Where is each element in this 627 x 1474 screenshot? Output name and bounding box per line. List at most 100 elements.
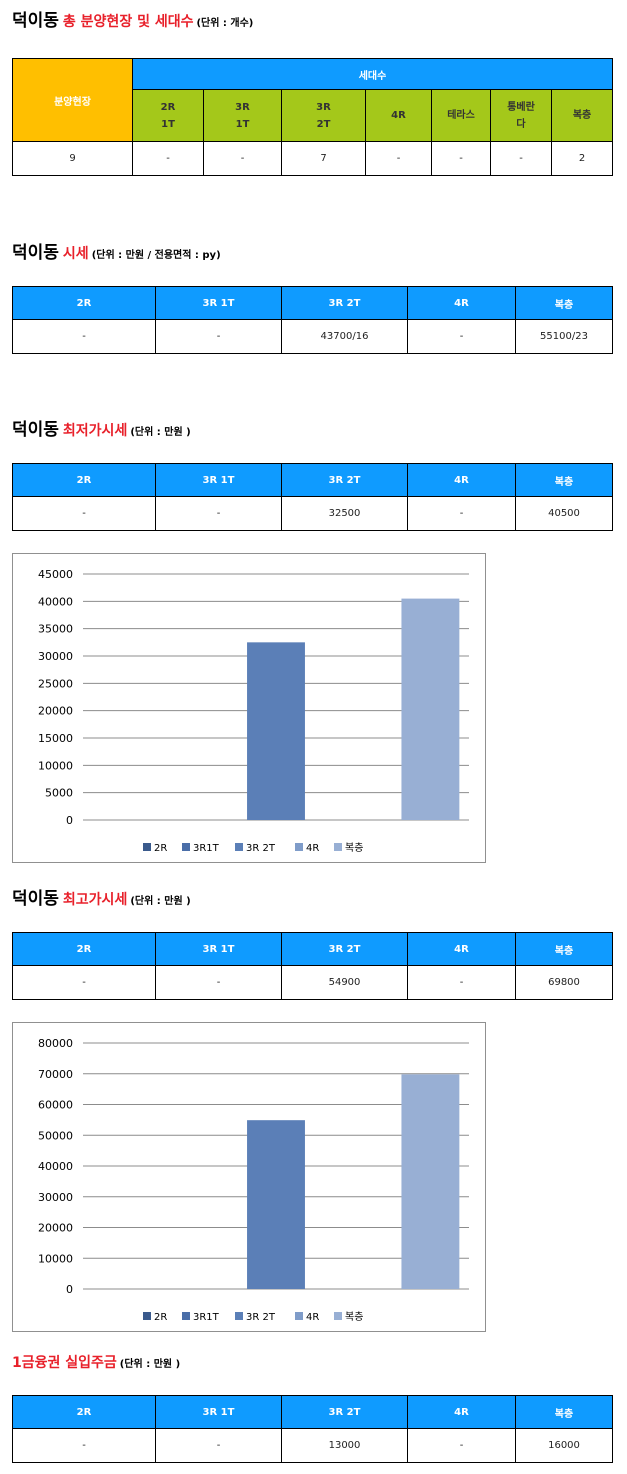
lowest-value-cell: 40500 <box>515 496 613 531</box>
supply-subheader-cell: 테라스 <box>431 89 491 142</box>
legend-swatch <box>295 843 303 851</box>
supply-subheader-line: 4R <box>391 110 406 121</box>
lowest-table: 2R 3R 1T 3R 2T 4R 복층 - -32500-40500 <box>12 463 613 531</box>
supply-subheader-cell: 4R <box>365 89 432 142</box>
legend-label: 2R <box>154 843 167 854</box>
supply-subheader-line: 1T <box>235 118 250 130</box>
supply-value-cell: 7 <box>281 141 366 176</box>
y-tick-label: 25000 <box>38 677 73 690</box>
legend-swatch <box>295 1312 303 1320</box>
market-heading-title: 시세 <box>62 246 89 262</box>
market-value-cell: - <box>155 319 282 354</box>
supply-value-cell: - <box>203 141 282 176</box>
supply-subheader-line: 3R <box>316 101 331 113</box>
bar-3R 2T <box>247 642 305 820</box>
deposit-heading-unit: (단위 : 만원 ) <box>119 1359 181 1370</box>
legend-swatch <box>334 843 342 851</box>
lowest-heading-unit: (단위 : 만원 ) <box>130 427 191 438</box>
highest-header-cell: 4R <box>407 932 516 966</box>
y-tick-label: 10000 <box>38 759 73 772</box>
highest-value-cell: - <box>155 965 282 1000</box>
deposit-header-cell: 복층 <box>515 1395 613 1429</box>
legend-label: 3R1T <box>193 843 220 854</box>
highest-header-cell: 3R 1T <box>155 932 282 966</box>
supply-group-header: 세대수 <box>131 58 614 90</box>
highest-heading-area: 덕이동 <box>12 889 59 909</box>
market-table: 2R 3R 1T 3R 2T 4R 복층 - -43700/16-55100/23 <box>12 286 613 354</box>
market-heading-unit: (단위 : 만원 / 전용면적 : py) <box>91 250 221 261</box>
supply-value-cell: - <box>431 141 491 176</box>
deposit-value-cell: - <box>12 1428 156 1463</box>
deposit-value-cell: 16000 <box>515 1428 613 1463</box>
supply-subheader-cell: 통베란 다 <box>490 89 552 142</box>
deposit-header-cell: 2R <box>12 1395 156 1429</box>
market-value-cell: 55100/23 <box>515 319 613 354</box>
supply-subheader-line: 테라스 <box>447 110 475 121</box>
y-tick-label: 40000 <box>38 1160 73 1173</box>
highest-heading-title: 최고가시세 <box>62 892 128 908</box>
supply-subheader-line: 3R <box>235 101 250 113</box>
lowest-header-cell: 4R <box>407 463 516 497</box>
legend-swatch <box>143 843 151 851</box>
lowest-header-cell: 복층 <box>515 463 613 497</box>
deposit-header-cell: 4R <box>407 1395 516 1429</box>
supply-table: 분양현장 세대수 2R 1T 3R 1T 3R 2T 4R 테라스 통베란 다 복층 9--7---… <box>12 58 614 176</box>
market-header-cell: 3R 2T <box>281 286 408 320</box>
supply-site-header: 분양현장 <box>12 58 133 142</box>
y-tick-label: 45000 <box>38 568 73 581</box>
y-tick-label: 35000 <box>38 623 73 636</box>
deposit-value-cell: - <box>155 1428 282 1463</box>
y-tick-label: 20000 <box>38 705 73 718</box>
legend-label: 복층 <box>345 842 363 854</box>
deposit-value-cell: - <box>407 1428 516 1463</box>
market-header-cell: 복층 <box>515 286 613 320</box>
supply-heading-area: 덕이동 <box>12 11 59 31</box>
lowest-heading-title: 최저가시세 <box>62 423 128 439</box>
supply-heading-unit: (단위 : 개수) <box>196 18 254 29</box>
market-heading-area: 덕이동 <box>12 243 59 263</box>
legend-label: 4R <box>306 843 319 854</box>
y-tick-label: 70000 <box>38 1068 73 1081</box>
lowest-header-cell: 3R 2T <box>281 463 408 497</box>
lowest-value-cell: 32500 <box>281 496 408 531</box>
legend-swatch <box>182 843 190 851</box>
supply-subheader-line: 2R <box>160 101 176 113</box>
market-header-cell: 4R <box>407 286 516 320</box>
bar-복층 <box>401 1074 460 1289</box>
y-tick-label: 15000 <box>38 732 73 745</box>
legend-label: 3R 2T <box>246 1312 276 1323</box>
supply-value-cell: - <box>365 141 432 176</box>
deposit-heading-title: 1금융권 실입주금 <box>12 1355 117 1371</box>
supply-value-cell: 2 <box>550 141 614 176</box>
y-tick-label: 10000 <box>38 1252 73 1265</box>
deposit-heading: 1금융권 실입주금 (단위 : 만원 ) <box>12 1352 180 1372</box>
legend-label: 3R1T <box>193 1312 220 1323</box>
supply-subheader-line: 1T <box>161 118 175 130</box>
supply-subheader-line: 통베란 <box>507 101 535 113</box>
highest-header-cell: 복층 <box>515 932 613 966</box>
lowest-heading: 덕이동 최저가시세 (단위 : 만원 ) <box>12 415 191 440</box>
supply-subheader-line: 복층 <box>572 110 592 121</box>
supply-value-cell: - <box>132 141 204 176</box>
y-tick-label: 30000 <box>38 1191 73 1204</box>
highest-table: 2R 3R 1T 3R 2T 4R 복층 - -54900-69800 <box>12 932 613 1000</box>
deposit-header-cell: 3R 2T <box>281 1395 408 1429</box>
lowest-header-cell: 3R 1T <box>155 463 282 497</box>
legend-swatch <box>334 1312 342 1320</box>
legend-label: 2R <box>154 1312 167 1323</box>
highest-price-chart: 0 10000 20000 30000 40000 50000 60000 70000 8000… <box>12 1022 486 1332</box>
lowest-price-chart-svg: 0 5000 10000 15000 20000 25000 30000 35000 40000… <box>38 568 469 854</box>
y-tick-label: 0 <box>66 814 73 827</box>
market-value-cell: - <box>12 319 156 354</box>
highest-heading: 덕이동 최고가시세 (단위 : 만원 ) <box>12 884 191 909</box>
y-tick-label: 5000 <box>45 787 73 800</box>
supply-subheader-line: 2T <box>316 118 331 130</box>
supply-subheader-cell: 3R 1T <box>203 89 282 142</box>
supply-subheader-cell: 2R 1T <box>132 89 204 142</box>
supply-subheader-cell: 3R 2T <box>281 89 366 142</box>
highest-header-cell: 3R 2T <box>281 932 408 966</box>
y-tick-label: 60000 <box>38 1099 73 1112</box>
supply-value-cell: - <box>490 141 552 176</box>
deposit-header-cell: 3R 1T <box>155 1395 282 1429</box>
highest-price-chart-svg: 0 10000 20000 30000 40000 50000 60000 70000 8000… <box>38 1037 469 1323</box>
